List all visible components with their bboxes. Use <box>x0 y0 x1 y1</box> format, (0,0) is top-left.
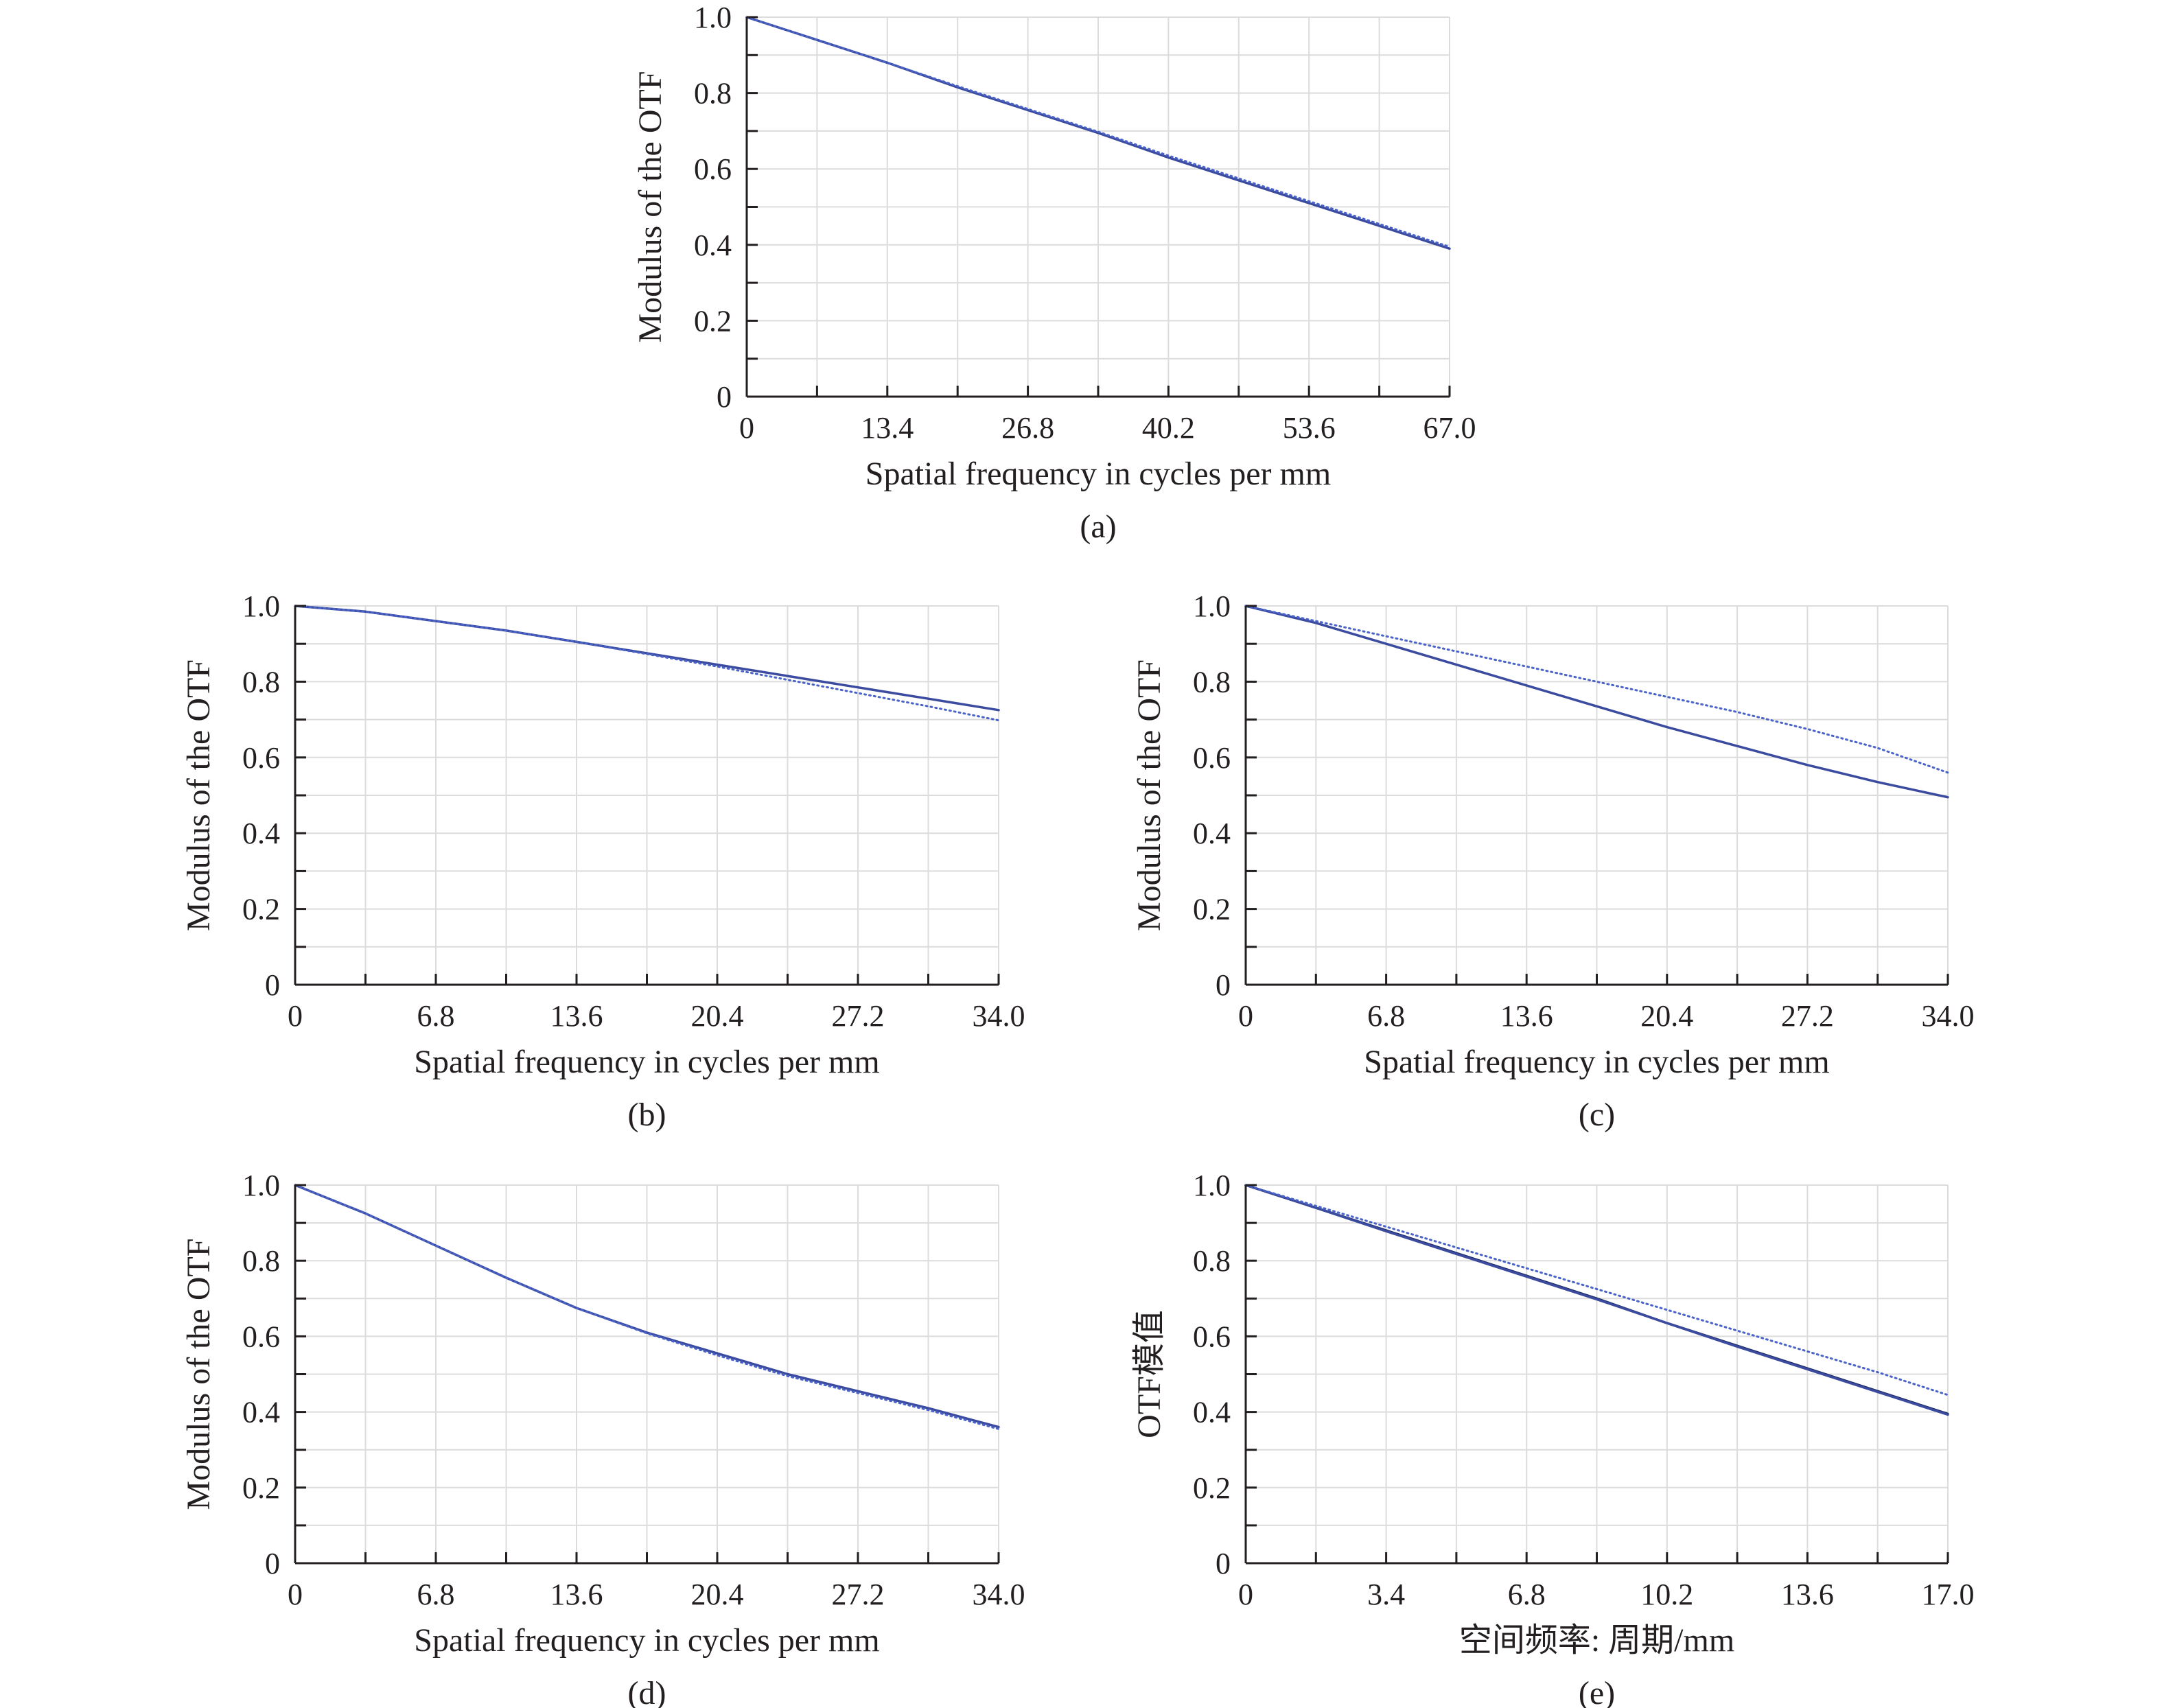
y-tick-label: 0.6 <box>1193 1320 1231 1353</box>
y-tick-label: 0.2 <box>242 893 280 926</box>
panel-caption: (b) <box>628 1097 666 1133</box>
x-tick-label: 6.8 <box>1367 999 1405 1033</box>
x-tick-label: 34.0 <box>1922 999 1975 1033</box>
x-tick-label: 13.6 <box>550 1578 603 1611</box>
x-tick-label: 40.2 <box>1142 411 1195 445</box>
y-tick-label: 0.8 <box>242 1244 280 1278</box>
y-tick-label: 1.0 <box>242 1169 280 1202</box>
x-tick-label: 10.2 <box>1640 1578 1693 1611</box>
x-tick-label: 6.8 <box>1508 1578 1546 1611</box>
y-tick-label: 0.2 <box>1193 893 1231 926</box>
series-line-2 <box>294 605 1000 722</box>
y-axis-label: Modulus of the OTF <box>181 659 217 931</box>
y-axis-label: Modulus of the OTF <box>1131 659 1167 931</box>
chart-panel-a: 0 13.4 26.8 40.2 53.6 67.0 0 0.2 0.4 0.6 0.8 1.0 Spa… <box>632 1 1476 545</box>
series-line-1 <box>1244 605 1949 799</box>
x-tick-label: 13.6 <box>550 999 603 1033</box>
y-tick-label: 0.6 <box>694 152 732 186</box>
y-tick-label: 0.4 <box>1193 1396 1231 1429</box>
x-tick-label: 13.6 <box>1500 999 1553 1033</box>
y-tick-label: 0 <box>265 968 280 1002</box>
y-tick-label: 0.8 <box>694 77 732 110</box>
y-axis-label: OTF模值 <box>1131 1310 1167 1438</box>
x-axis-label: 空间频率: 周期/mm <box>1459 1622 1734 1659</box>
series-line-3 <box>1244 1184 1949 1396</box>
chart-panel-d: 0 6.8 13.6 20.4 27.2 34.0 0 0.2 0.4 0.6 0.8 1.0 Spat… <box>181 1169 1025 1708</box>
y-tick-label: 0.8 <box>242 665 280 699</box>
y-tick-label: 0.6 <box>242 1320 280 1353</box>
x-tick-label: 67.0 <box>1423 411 1476 445</box>
y-tick-label: 0.4 <box>1193 817 1231 850</box>
y-tick-label: 1.0 <box>1193 589 1231 623</box>
x-axis-label: Spatial frequency in cycles per mm <box>414 1044 879 1080</box>
panel-caption: (e) <box>1579 1675 1615 1708</box>
x-tick-label: 26.8 <box>1001 411 1054 445</box>
x-axis-label: Spatial frequency in cycles per mm <box>414 1622 879 1659</box>
y-tick-label: 1.0 <box>1193 1169 1231 1202</box>
y-tick-label: 0 <box>265 1547 280 1580</box>
x-axis-label: Spatial frequency in cycles per mm <box>1364 1044 1829 1080</box>
panel-caption: (d) <box>628 1675 666 1708</box>
y-tick-label: 0.6 <box>1193 741 1231 775</box>
series-line-1 <box>745 16 1451 250</box>
series-line-2 <box>745 16 1451 248</box>
series-line-2 <box>1244 1184 1949 1416</box>
series-line-2 <box>294 1184 1000 1430</box>
x-tick-label: 34.0 <box>973 1578 1025 1611</box>
y-tick-label: 0.2 <box>694 304 732 338</box>
x-tick-label: 34.0 <box>973 999 1025 1033</box>
y-tick-label: 0.6 <box>242 741 280 775</box>
x-tick-label: 0 <box>288 999 303 1033</box>
x-tick-label: 20.4 <box>691 999 744 1033</box>
x-tick-label: 0 <box>1238 1578 1253 1611</box>
x-tick-label: 53.6 <box>1283 411 1336 445</box>
x-tick-label: 27.2 <box>832 1578 885 1611</box>
series-line-2 <box>1244 605 1949 774</box>
y-tick-label: 0.2 <box>242 1471 280 1505</box>
x-tick-label: 17.0 <box>1922 1578 1975 1611</box>
y-tick-label: 0.4 <box>242 817 280 850</box>
x-tick-label: 6.8 <box>417 999 455 1033</box>
y-tick-label: 0.4 <box>694 229 732 262</box>
y-tick-label: 0.8 <box>1193 1244 1231 1278</box>
chart-panel-b: 0 6.8 13.6 20.4 27.2 34.0 0 0.2 0.4 0.6 0.8 1.0 Spat… <box>181 589 1025 1133</box>
y-tick-label: 0 <box>1216 968 1231 1002</box>
y-tick-label: 1.0 <box>242 589 280 623</box>
x-tick-label: 3.4 <box>1367 1578 1405 1611</box>
grid <box>1245 1184 1949 1564</box>
y-axis-label: Modulus of the OTF <box>632 71 669 343</box>
chart-panel-e: 0 3.4 6.8 10.2 13.6 17.0 0 0.2 0.4 0.6 0.8 1.0 空间频率:… <box>1131 1169 1975 1708</box>
y-tick-label: 0.2 <box>1193 1471 1231 1505</box>
x-tick-label: 0 <box>739 411 754 445</box>
x-axis-label: Spatial frequency in cycles per mm <box>865 456 1331 492</box>
y-tick-label: 1.0 <box>694 1 732 34</box>
x-tick-label: 0 <box>1238 999 1253 1033</box>
x-tick-label: 20.4 <box>1640 999 1693 1033</box>
x-tick-label: 27.2 <box>1781 999 1834 1033</box>
x-tick-label: 0 <box>288 1578 303 1611</box>
y-tick-label: 0.4 <box>242 1396 280 1429</box>
x-tick-label: 13.6 <box>1781 1578 1834 1611</box>
y-axis-label: Modulus of the OTF <box>181 1239 217 1510</box>
grid <box>294 605 999 985</box>
grid <box>1245 605 1949 985</box>
grid <box>294 1184 999 1564</box>
y-tick-label: 0 <box>717 380 732 414</box>
x-tick-label: 27.2 <box>832 999 885 1033</box>
panel-caption: (a) <box>1080 508 1116 545</box>
y-tick-label: 0 <box>1216 1547 1231 1580</box>
x-tick-label: 20.4 <box>691 1578 744 1611</box>
panel-caption: (c) <box>1579 1097 1615 1133</box>
y-tick-label: 0.8 <box>1193 665 1231 699</box>
grid <box>746 16 1450 397</box>
chart-panel-c: 0 6.8 13.6 20.4 27.2 34.0 0 0.2 0.4 0.6 0.8 1.0 Spat… <box>1131 589 1975 1133</box>
x-tick-label: 6.8 <box>417 1578 455 1611</box>
x-tick-label: 13.4 <box>861 411 914 445</box>
